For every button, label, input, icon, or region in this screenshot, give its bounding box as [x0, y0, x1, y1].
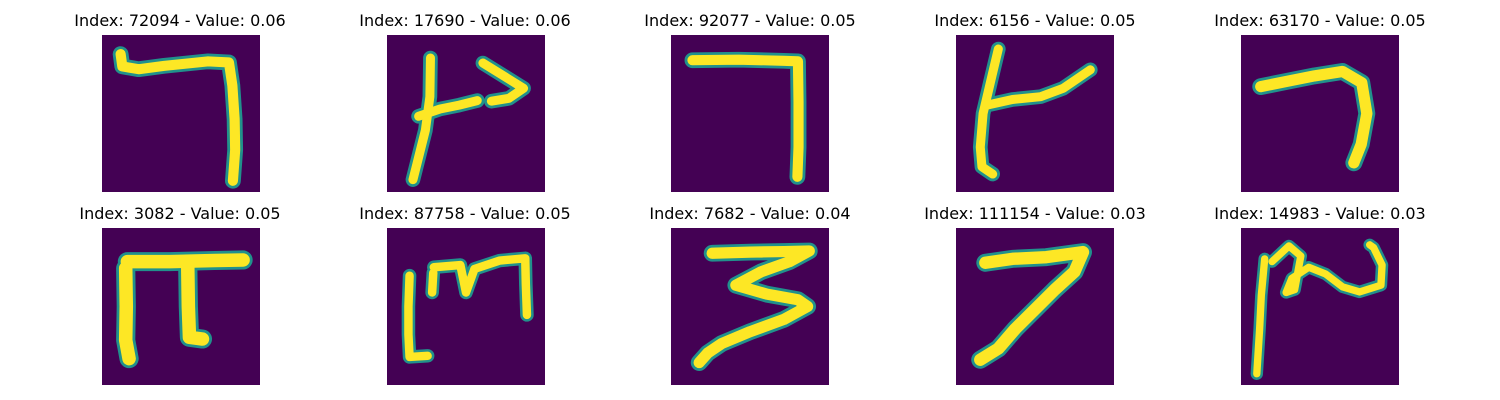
stroke-core — [115, 49, 241, 186]
digit-image-111154 — [956, 228, 1114, 385]
panel-title: Index: 87758 - Value: 0.05 — [359, 204, 571, 223]
grid-cell: Index: 111154 - Value: 0.03 — [885, 193, 1185, 386]
digit-image-7682 — [671, 228, 829, 385]
stroke-core — [408, 53, 529, 185]
digit-image-63170 — [1241, 35, 1399, 192]
grid-cell: Index: 7682 - Value: 0.04 — [600, 193, 900, 386]
panel-title: Index: 111154 - Value: 0.03 — [924, 204, 1146, 223]
grid-cell: Index: 14983 - Value: 0.03 — [1170, 193, 1470, 386]
stroke-core — [693, 245, 815, 369]
digit-image-87758 — [387, 228, 545, 385]
image-background — [1241, 35, 1399, 192]
panel-title: Index: 14983 - Value: 0.03 — [1214, 204, 1426, 223]
stroke-core — [975, 44, 1095, 179]
panel-title: Index: 72094 - Value: 0.06 — [74, 11, 286, 30]
panel-title: Index: 3082 - Value: 0.05 — [79, 204, 281, 223]
grid-cell: Index: 63170 - Value: 0.05 — [1170, 0, 1470, 193]
grid-cell: Index: 17690 - Value: 0.06 — [315, 0, 615, 193]
grid-cell: Index: 6156 - Value: 0.05 — [885, 0, 1185, 193]
stroke-core — [118, 253, 250, 366]
stroke-core — [1253, 241, 1386, 378]
digit-image-72094 — [102, 35, 260, 192]
panel-title: Index: 92077 - Value: 0.05 — [644, 11, 856, 30]
grid-cell: Index: 3082 - Value: 0.05 — [30, 193, 330, 386]
digit-image-14983 — [1241, 228, 1399, 385]
grid-cell: Index: 92077 - Value: 0.05 — [600, 0, 900, 193]
stroke-core — [974, 245, 1090, 366]
digit-image-17690 — [387, 35, 545, 192]
panel-title: Index: 63170 - Value: 0.05 — [1214, 11, 1426, 30]
panel-title: Index: 6156 - Value: 0.05 — [934, 11, 1136, 30]
digit-image-92077 — [671, 35, 829, 192]
stroke-core — [1255, 65, 1373, 169]
stroke-core — [687, 54, 804, 182]
grid-cell: Index: 72094 - Value: 0.06 — [30, 0, 330, 193]
panel-title: Index: 7682 - Value: 0.04 — [649, 204, 851, 223]
stroke-core — [404, 254, 532, 362]
digit-image-3082 — [102, 228, 260, 385]
digit-image-6156 — [956, 35, 1114, 192]
panel-title: Index: 17690 - Value: 0.06 — [359, 11, 571, 30]
grid-cell: Index: 87758 - Value: 0.05 — [315, 193, 615, 386]
